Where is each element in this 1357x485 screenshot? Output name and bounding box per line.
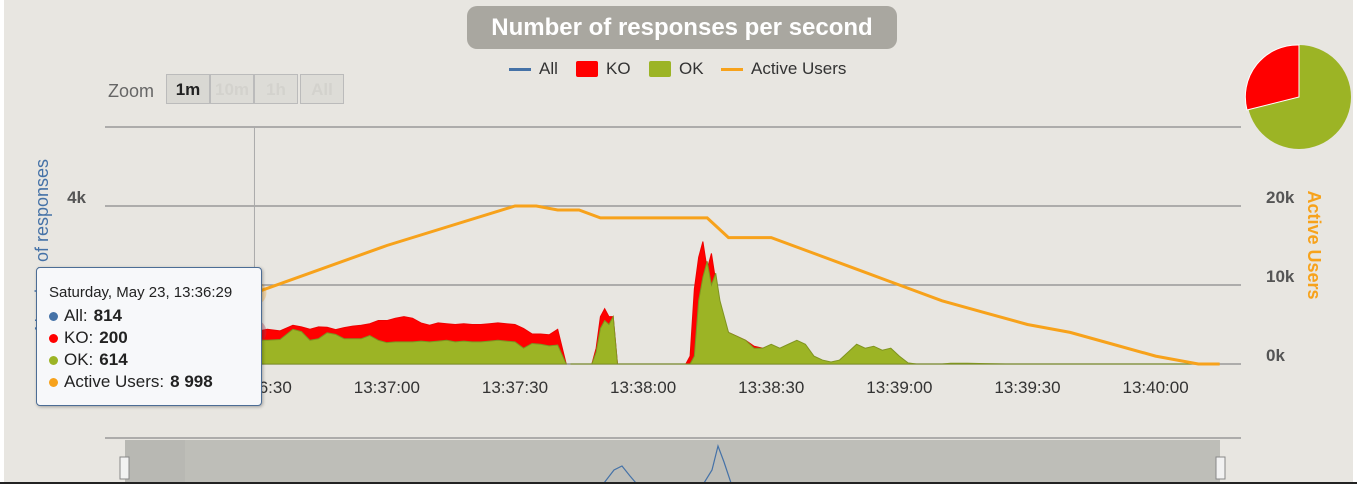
x-tick-label: 13:38:30 [738,378,804,397]
zoom-1h-button[interactable]: 1h [254,74,298,104]
tooltip-row-ko: KO: 200 [49,328,128,348]
legend-item-all[interactable]: All [509,58,558,80]
tooltip-active-users-value: 8 998 [170,372,213,391]
legend-label-ko: KO [606,59,631,78]
right-tick-label: 20k [1266,188,1295,207]
chart-title: Number of responses per second [467,6,897,49]
x-tick-label: 13:39:30 [994,378,1060,397]
right-tick-label: 10k [1266,267,1295,286]
tooltip-row-all: All: 814 [49,306,122,326]
x-tick-label: 13:40:00 [1122,378,1188,397]
tooltip: Saturday, May 23, 13:36:29 All: 814 KO: … [36,267,262,406]
tooltip-ko-value: 200 [99,328,128,347]
tooltip-row-ok: OK: 614 [49,350,128,370]
tooltip-date: Saturday, May 23, 13:36:29 [49,284,233,301]
right-tick-label: 0k [1266,346,1285,365]
legend-item-ko[interactable]: KO [576,58,631,80]
status-pie [1244,42,1353,152]
x-tick-label: 13:37:30 [482,378,548,397]
navigator-right-handle [1215,456,1226,480]
chart-plot: 13:36:3013:37:0013:37:3013:38:0013:38:30… [32,126,1324,483]
legend-label-all: All [539,59,558,78]
legend-item-ok[interactable]: OK [649,58,704,80]
navigator-shade [185,440,1220,483]
x-tick-label: 13:38:00 [610,378,676,397]
left-tick-label: 4k [67,188,86,207]
tooltip-all-label: All: [64,306,88,325]
tooltip-row-active-users: Active Users: 8 998 [49,372,213,392]
tooltip-ok-value: 614 [99,350,128,369]
pie-slice-ko [1244,44,1300,111]
zoom-10m-button[interactable]: 10m [210,74,254,104]
legend-label-ok: OK [679,59,704,78]
navigator-series [603,443,732,483]
tooltip-ko-label: KO: [64,328,94,347]
series-ok-later-area [570,261,1220,365]
zoom-label: Zoom [108,81,155,101]
legend-item-active-users[interactable]: Active Users [721,58,846,80]
window-bottom-border [0,482,1357,484]
zoom-1m-button[interactable]: 1m [166,74,210,104]
tooltip-ok-label: OK: [64,350,94,369]
chart-panel: Number of responses per second All KO OK… [4,0,1353,483]
series-active-users-line [108,204,1220,366]
legend-label-active-users: Active Users [751,59,847,78]
zoom-all-button[interactable]: All [300,74,344,104]
tooltip-active-users-label: Active Users: [64,372,165,391]
legend: All KO OK Active Users [4,58,1353,80]
x-tick-label: 13:39:00 [866,378,932,397]
x-tick-label: 13:37:00 [354,378,420,397]
tooltip-all-value: 814 [93,306,122,325]
y-axis-title-right: Active Users [1304,190,1324,299]
navigator-left-handle [119,456,130,480]
